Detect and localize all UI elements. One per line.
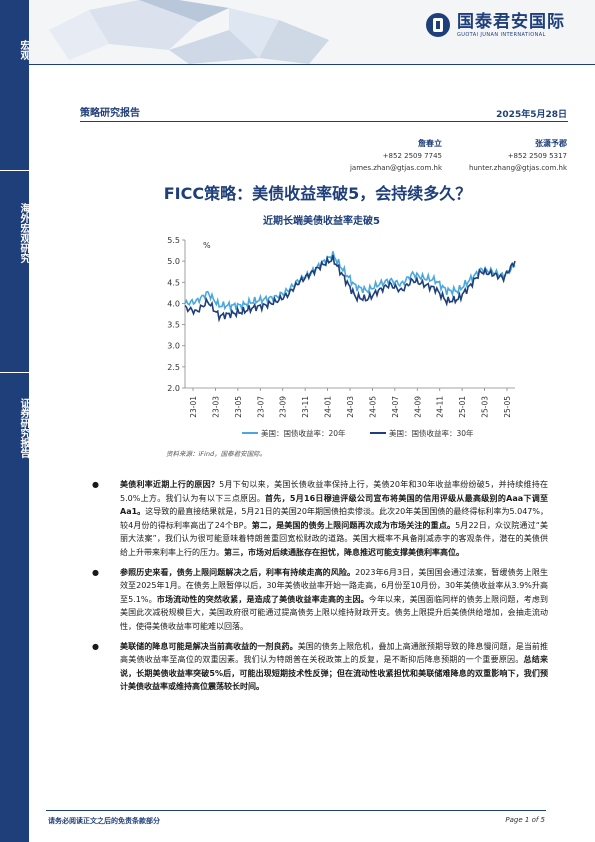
y-tick-label: 5.0 (167, 257, 180, 266)
x-tick-label: 24-11 (436, 396, 445, 418)
x-tick-label: 23-11 (301, 396, 310, 418)
text-run: 首先，5月16日穆迪评级公司宣布将美国的信用评级从最高级别的Aaa下调至Aa1。 (120, 493, 548, 517)
report-date: 2025年5月28日 (496, 110, 567, 120)
legend-label: 美国：国债收益率：30年 (389, 428, 474, 438)
text-run: 5月22日，众议院通过“美丽大法案”，我们认为很可能意味着特朗普重回宽松财政的道… (120, 520, 548, 557)
logo-en: GUOTAI JUNAN INTERNATIONAL (457, 32, 546, 38)
yield-chart: 2.0 2.5 3.0 3.5 4.0 4.5 5.0 5.5% 23-01 23-03 23-05… (147, 228, 527, 448)
text-run: 第二，是美国的债务上限问题再次成为市场关注的重点。 (251, 520, 456, 530)
sidebar-label-top: 宏观 (18, 40, 29, 60)
x-tick-label: 23-07 (256, 396, 265, 418)
text-run: 总结来说，长期美债收益率突破5%后，可能出现短期技术性反弹；但在流动性收紧担忧和… (120, 655, 549, 692)
author-name: 张潇予郡 (535, 139, 567, 148)
logo-cn: 国泰君安国际 (457, 12, 565, 32)
text-run: 第三，市场对后续通胀存在担忧，降息推迟可能支撑美债利率高位。 (224, 547, 464, 557)
text-run: 今年以来，美国面临同样的债务上限问题，考虑到美国此次减税规模巨大，美国政府很可能… (120, 594, 549, 631)
x-tick-label: 24-03 (346, 396, 355, 418)
report-type: 策略研究报告 (80, 108, 140, 119)
chart-caption: 近期长端美债收益率走破5 (263, 216, 380, 227)
x-tick-label: 23-01 (189, 396, 198, 418)
x-tick-label: 25-01 (458, 396, 467, 418)
x-tick-label: 24-09 (413, 396, 422, 418)
author-name: 詹春立 (418, 139, 442, 148)
header-rule (29, 64, 595, 65)
x-tick-label: 24-05 (368, 396, 377, 418)
footer-rule (46, 810, 546, 811)
y-tick-label: 5.5 (167, 236, 180, 245)
author-email[interactable]: james.zhan@gtjas.com.hk (349, 164, 442, 172)
yield-chart-svg: 2.0 2.5 3.0 3.5 4.0 4.5 5.0 5.5% 23-01 23-03 23-05… (167, 236, 516, 438)
x-tick-label: 23-05 (234, 396, 243, 418)
text-run: 这导致的最直接结果就是，5月21日的美国20年期国债拍卖惨淡。此次20年美国国债… (120, 507, 548, 530)
text-run: 参照历史来看，债务上限问题解决之后，利率有持续走高的风险。 (120, 567, 356, 577)
bullet-icon: ● (92, 567, 99, 577)
y-tick-label: 2.5 (167, 363, 180, 372)
sidebar: 宏观 海外宏观研究 证券研究报告 (0, 0, 29, 842)
bullet-icon: ● (92, 480, 99, 489)
text-run: 市场流动性的突然收紧，是造成了美债收益率走高的主因。 (156, 594, 369, 604)
crystal-decoration (49, 0, 329, 64)
text-run: 美国的债务上限危机，叠加上高通胀预期导致的降息慢问题，是当前推高美债收益率至高位… (120, 641, 549, 665)
text-run: 2023年6月3日，美国国会通过法案，暂缓债务上限生效至2025年1月。在债务上… (120, 567, 548, 604)
page-number: Page 1 of 5 (505, 816, 545, 824)
x-tick-label: 25-05 (503, 396, 512, 418)
y-unit-label: % (203, 241, 211, 250)
sidebar-divider (0, 372, 29, 373)
logo-icon (426, 13, 450, 37)
author-2: 张潇予郡 +852 2509 5317 hunter.zhang@gtjas.c… (469, 138, 567, 174)
paragraph-2: ● 参照历史来看，债务上限问题解决之后，利率有持续走高的风险。2023年6月3日… (92, 566, 549, 634)
series-line (184, 254, 516, 323)
report-title: FICC策略：美债收益率破5，会持续多久？ (163, 184, 472, 203)
author-phone: +852 2509 7745 (382, 152, 442, 160)
text-run: 美联储的降息可能是解决当前高收益的一剂良药。 (120, 641, 298, 651)
bullet-icon: ● (92, 641, 99, 651)
legend-label: 美国：国债收益率：20年 (261, 428, 346, 438)
x-tick-label: 25-03 (481, 396, 490, 418)
y-tick-label: 4.0 (167, 299, 180, 308)
text-run: 5月下旬以来，美国长债收益率保持上行，美债20年和30年收益率纷纷破5，并持续维… (120, 480, 548, 503)
paragraph-1: ● 美债利率近期上行的原因？5月下旬以来，美国长债收益率保持上行，美债20年和3… (92, 478, 548, 560)
x-tick-label: 24-07 (391, 396, 400, 418)
footer-disclaimer[interactable]: 请务必阅读正文之后的免责条款部分 (48, 817, 160, 825)
paragraph-3: ● 美联储的降息可能是解决当前高收益的一剂良药。美国的债务上限危机，叠加上高通胀… (92, 640, 549, 694)
y-tick-label: 3.5 (167, 321, 180, 330)
author-email[interactable]: hunter.zhang@gtjas.com.hk (468, 164, 567, 172)
sidebar-label-middle: 海外宏观研究 (18, 203, 29, 263)
x-tick-label: 24-01 (324, 396, 333, 418)
series-line (184, 251, 516, 313)
sidebar-divider (0, 170, 29, 171)
y-tick-label: 3.0 (167, 342, 180, 351)
header-banner: 国泰君安国际 GUOTAI JUNAN INTERNATIONAL (29, 0, 595, 64)
x-tick-label: 23-09 (279, 396, 288, 418)
author-1: 詹春立 +852 2509 7745 james.zhan@gtjas.com.… (350, 138, 442, 174)
sidebar-label-bottom: 证券研究报告 (18, 398, 29, 458)
company-logo: 国泰君安国际 GUOTAI JUNAN INTERNATIONAL (425, 12, 565, 38)
y-tick-label: 4.5 (167, 278, 180, 287)
chart-source: 资料来源：iFind，国泰君安国际。 (166, 450, 267, 458)
author-phone: +852 2509 5317 (507, 152, 567, 160)
y-tick-label: 2.0 (167, 384, 180, 393)
body-text: ● 美债利率近期上行的原因？5月下旬以来，美国长债收益率保持上行，美债20年和3… (92, 478, 549, 700)
x-tick-label: 23-03 (211, 396, 220, 418)
date-rule (80, 121, 568, 122)
text-run: 美债利率近期上行的原因？ (120, 480, 220, 489)
